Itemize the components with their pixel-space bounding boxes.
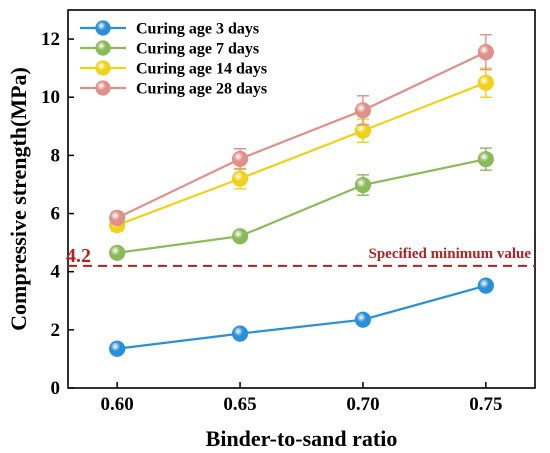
legend-label: Curing age 7 days <box>136 41 259 58</box>
axes-group: 0 2 4 6 8 10 12 0.60 0.65 0.70 0.75 Binder-to-sand … <box>6 9 536 451</box>
data-point <box>109 340 126 357</box>
legend-marker <box>95 20 111 36</box>
series-2 <box>109 147 494 261</box>
legend: Curing age 3 days Curing age 7 days Curing… <box>80 20 267 98</box>
series-4 <box>109 34 494 226</box>
data-point <box>354 176 372 194</box>
legend-item: Curing age 3 days <box>80 20 259 38</box>
data-point <box>477 151 494 168</box>
legend-marker <box>95 60 111 76</box>
series-line <box>116 51 487 219</box>
reference-line-label: Specified minimum value <box>368 246 531 262</box>
plot-frame <box>67 9 536 389</box>
reference-value-label: 4.2 <box>66 245 91 267</box>
data-point <box>477 277 494 294</box>
data-point <box>109 209 126 226</box>
data-point <box>231 325 249 342</box>
legend-label: Curing age 14 days <box>136 61 267 78</box>
series-group <box>109 34 494 357</box>
series-line <box>117 284 487 350</box>
reference-line-group: 4.2 Specified minimum value <box>66 245 535 267</box>
x-tick-label: 0.65 <box>223 394 256 415</box>
legend-label: Curing age 28 days <box>136 81 267 98</box>
legend-marker <box>95 80 111 96</box>
y-tick-label: 6 <box>51 204 61 225</box>
series-line <box>117 158 487 254</box>
data-point <box>231 170 249 187</box>
x-tick-label: 0.70 <box>346 394 379 415</box>
series-line <box>116 81 487 227</box>
y-tick-label: 2 <box>51 320 61 341</box>
y-tick-label: 12 <box>41 29 60 50</box>
data-point <box>231 150 249 167</box>
y-tick-label: 4 <box>51 262 61 283</box>
y-axis-label: Compressive strength(MPa) <box>6 67 31 331</box>
legend-item: Curing age 14 days <box>80 60 267 78</box>
y-tick-label: 10 <box>41 87 60 108</box>
legend-marker <box>95 40 111 56</box>
legend-label: Curing age 3 days <box>136 21 259 38</box>
x-tick-label: 0.75 <box>469 394 502 415</box>
x-tick-label: 0.60 <box>101 394 134 415</box>
data-point <box>109 244 126 261</box>
legend-item: Curing age 7 days <box>80 40 259 58</box>
data-point <box>354 102 372 119</box>
data-point <box>354 311 372 328</box>
data-point <box>231 228 249 245</box>
legend-item: Curing age 28 days <box>80 80 267 98</box>
x-axis-label: Binder-to-sand ratio <box>206 426 398 451</box>
data-point <box>477 44 494 61</box>
series-1 <box>109 277 494 357</box>
y-tick-label: 0 <box>51 378 61 399</box>
y-tick-label: 8 <box>51 145 61 166</box>
data-point <box>477 74 494 91</box>
